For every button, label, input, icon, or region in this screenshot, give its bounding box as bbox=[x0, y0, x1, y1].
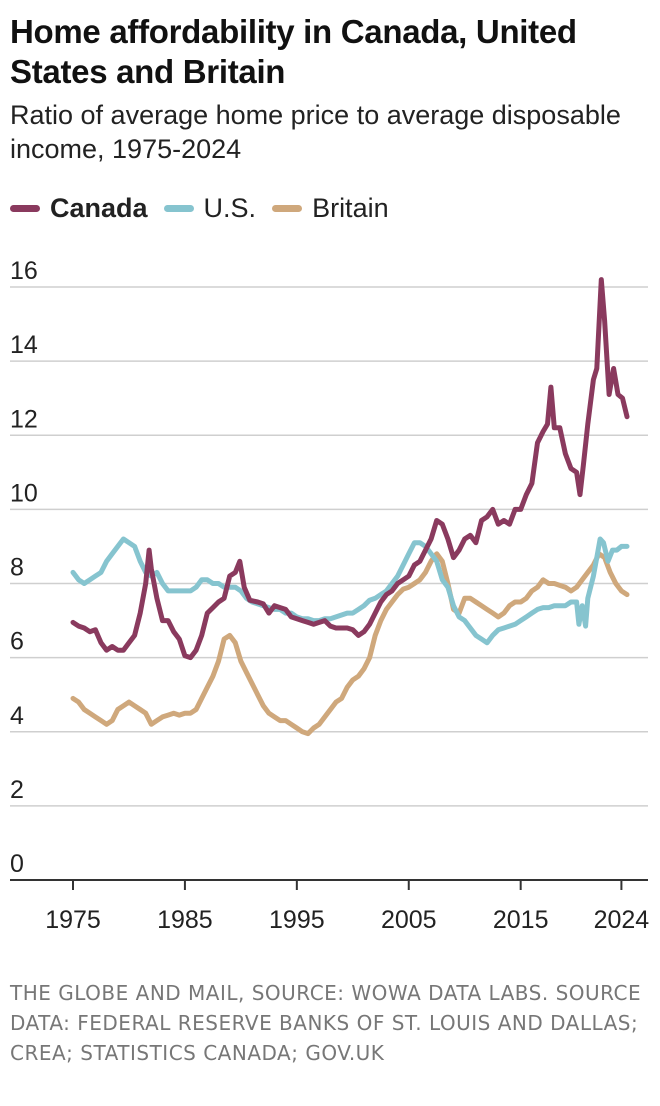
legend-swatch-us bbox=[163, 204, 194, 212]
legend-item-canada: Canada bbox=[10, 193, 148, 224]
series-lines bbox=[70, 277, 630, 737]
chart-legend: Canada U.S. Britain bbox=[10, 190, 405, 226]
legend-swatch-canada bbox=[10, 204, 40, 212]
x-tick-label: 1975 bbox=[45, 906, 101, 934]
legend-label-canada: Canada bbox=[50, 192, 148, 223]
line-chart: 0 2 4 6 8 10 12 14 16 1975 1985 1995 2005 2015 2024 bbox=[10, 257, 649, 934]
y-axis-tick-labels: 0 2 4 6 8 10 12 14 16 bbox=[10, 257, 38, 878]
series-line-canada bbox=[70, 277, 630, 661]
legend-label-britain: Britain bbox=[312, 192, 389, 223]
source-note: THE GLOBE AND MAIL, SOURCE: WOWA DATA LA… bbox=[10, 981, 642, 1065]
y-tick-label: 16 bbox=[10, 257, 38, 285]
legend-swatch-britain bbox=[272, 204, 303, 212]
x-tick-label: 1995 bbox=[269, 906, 325, 934]
grid-lines bbox=[10, 286, 648, 881]
y-tick-label: 10 bbox=[10, 479, 38, 507]
legend-item-britain: Britain bbox=[272, 193, 389, 224]
legend-label-us: U.S. bbox=[203, 192, 257, 223]
legend-item-us: U.S. bbox=[163, 192, 257, 224]
x-tick-label: 2015 bbox=[493, 906, 549, 934]
y-tick-label: 6 bbox=[10, 628, 24, 656]
y-tick-label: 8 bbox=[10, 554, 24, 582]
y-tick-label: 4 bbox=[10, 702, 24, 730]
y-tick-label: 2 bbox=[10, 776, 24, 804]
x-axis-ticks: 1975 1985 1995 2005 2015 2024 bbox=[45, 880, 649, 934]
y-tick-label: 14 bbox=[10, 331, 38, 359]
series-line-britain bbox=[70, 551, 630, 737]
x-tick-label: 2024 bbox=[594, 906, 650, 934]
x-tick-label: 2005 bbox=[381, 906, 437, 934]
chart-subtitle: Ratio of average home price to average d… bbox=[10, 100, 621, 164]
y-tick-label: 0 bbox=[10, 850, 24, 878]
x-tick-label: 1985 bbox=[157, 906, 213, 934]
chart-title: Home affordability in Canada, United Sta… bbox=[10, 13, 577, 90]
series-line-us bbox=[70, 536, 630, 646]
y-tick-label: 12 bbox=[10, 405, 38, 433]
